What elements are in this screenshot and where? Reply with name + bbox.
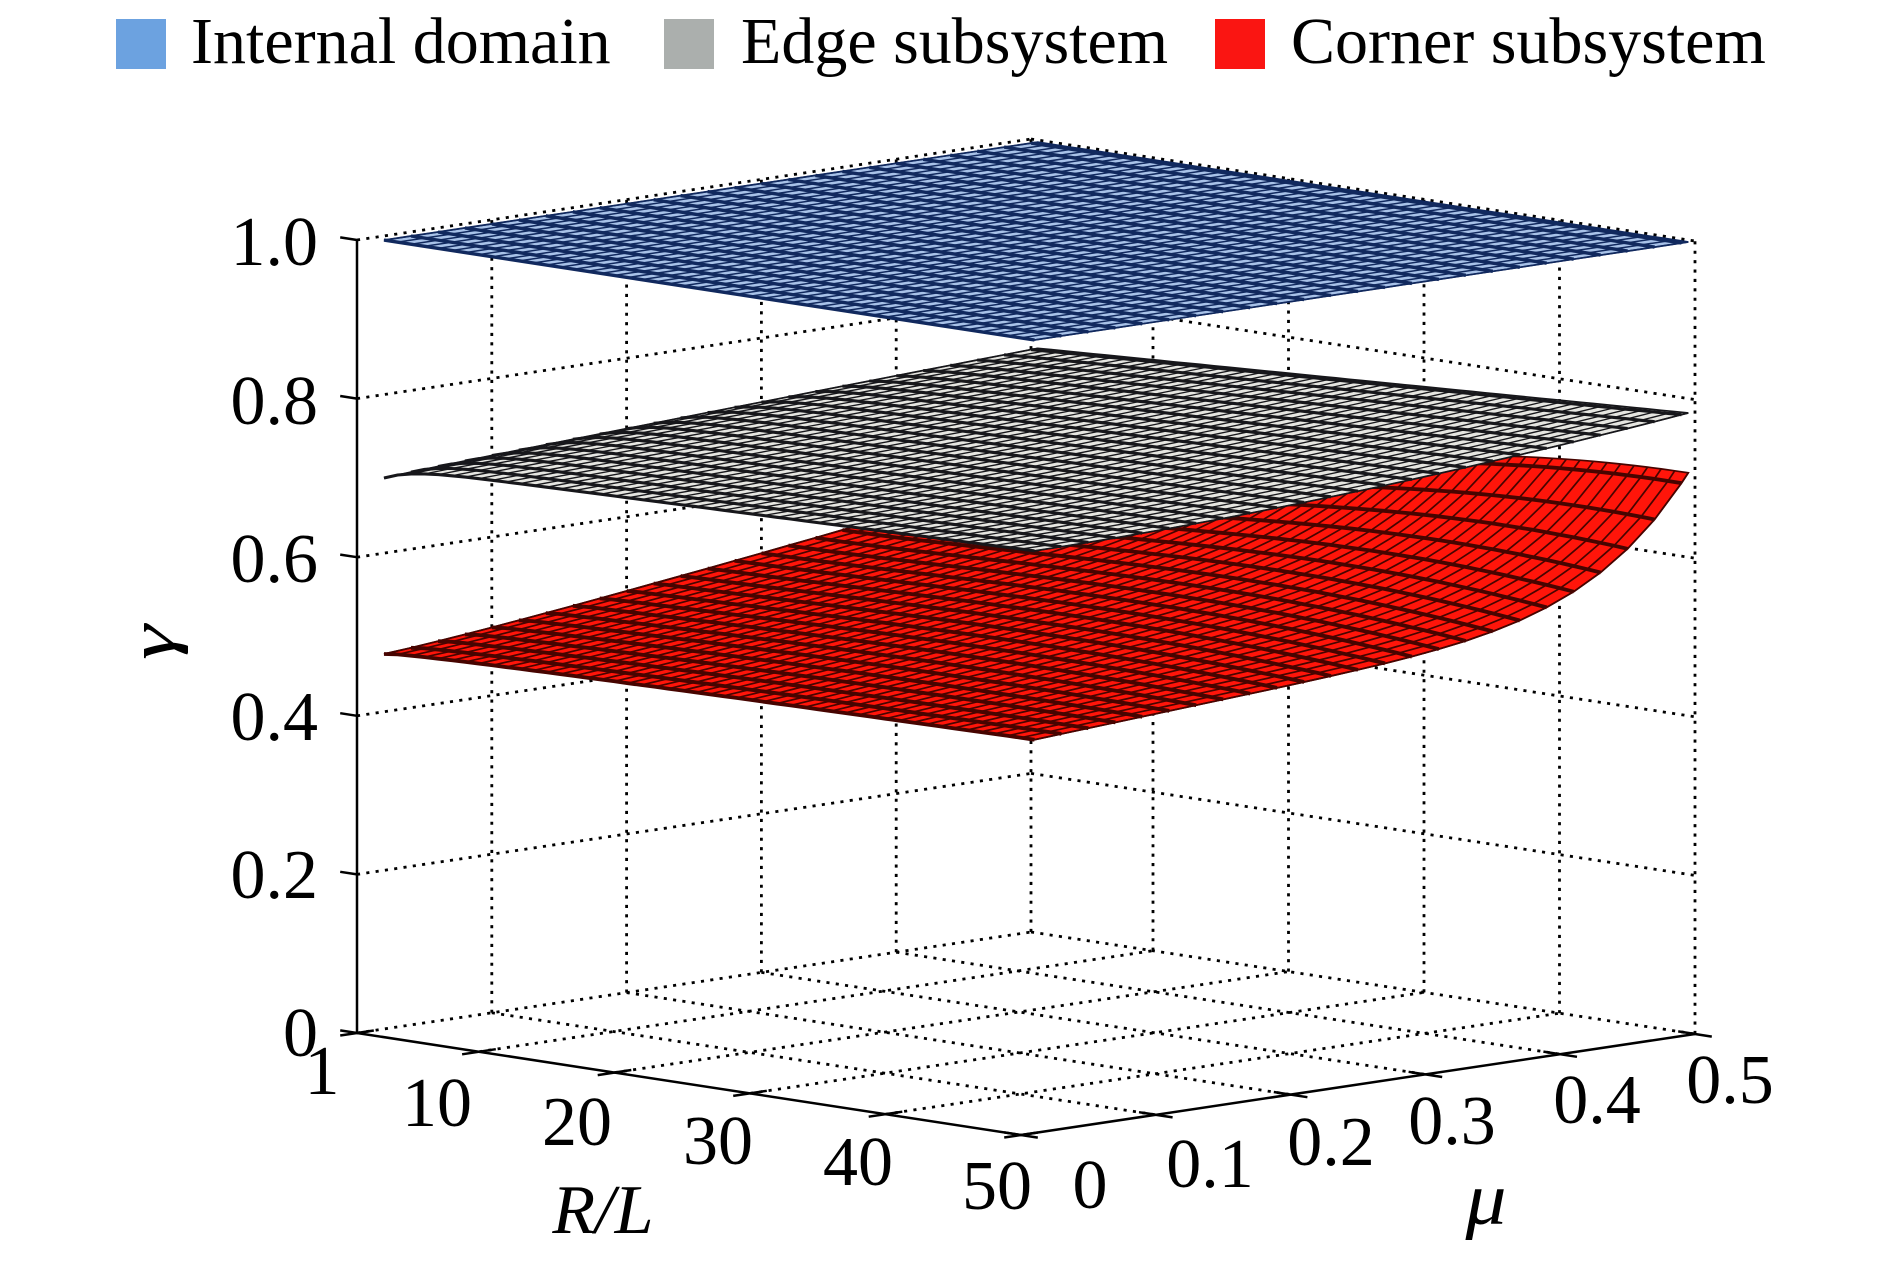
svg-text:0.1: 0.1 — [1166, 1126, 1254, 1203]
svg-text:1.0: 1.0 — [231, 204, 319, 281]
svg-text:Edge subsystem: Edge subsystem — [741, 5, 1168, 78]
svg-text:30: 30 — [683, 1103, 753, 1180]
svg-text:1: 1 — [305, 1033, 340, 1110]
svg-text:50: 50 — [962, 1148, 1032, 1225]
svg-text:R/L: R/L — [551, 1172, 653, 1249]
svg-text:0.5: 0.5 — [1686, 1042, 1774, 1119]
svg-text:0: 0 — [1073, 1147, 1108, 1224]
svg-text:0: 0 — [283, 995, 318, 1072]
svg-text:0.3: 0.3 — [1408, 1083, 1496, 1160]
svg-text:0.8: 0.8 — [231, 363, 319, 440]
svg-text:γ: γ — [116, 622, 189, 660]
svg-text:0.4: 0.4 — [1553, 1062, 1641, 1139]
svg-text:10: 10 — [402, 1065, 472, 1142]
svg-text:Internal domain: Internal domain — [191, 5, 611, 78]
svg-text:0.6: 0.6 — [231, 521, 319, 598]
svg-text:20: 20 — [542, 1084, 612, 1161]
svg-text:Corner subsystem: Corner subsystem — [1291, 5, 1766, 78]
svg-text:0.4: 0.4 — [231, 679, 319, 756]
svg-text:0.2: 0.2 — [1287, 1104, 1375, 1181]
svg-text:40: 40 — [823, 1124, 893, 1201]
svg-text:0.2: 0.2 — [231, 837, 319, 914]
svg-text:μ: μ — [1464, 1158, 1506, 1241]
